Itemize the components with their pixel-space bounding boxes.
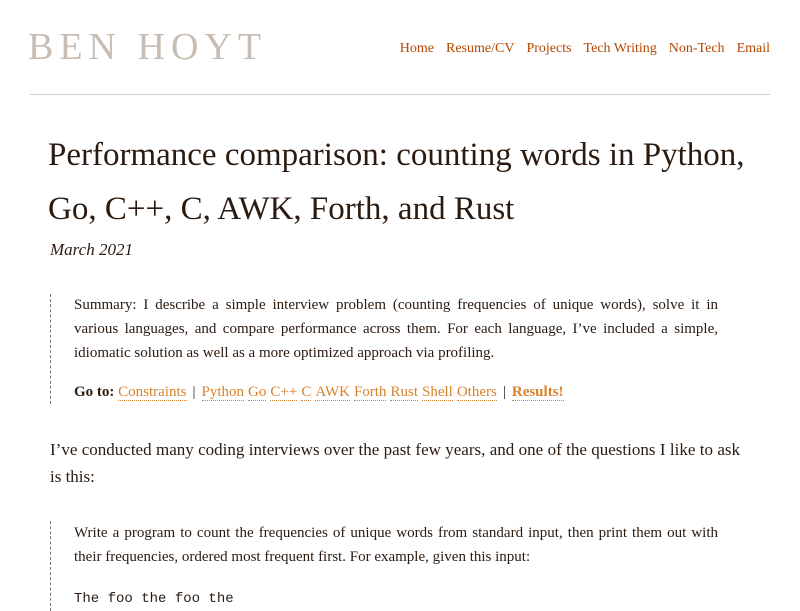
nav-tech-writing[interactable]: Tech Writing <box>583 41 657 56</box>
main-nav: Home Resume/CV Projects Tech Writing Non… <box>400 40 770 58</box>
question-blockquote: Write a program to count the frequencies… <box>50 521 718 611</box>
nav-non-tech[interactable]: Non-Tech <box>668 41 725 56</box>
goto-shell-link[interactable]: Shell <box>422 384 453 401</box>
goto-links: Go to: Constraints | Python Go C++ C AWK Forth R… <box>74 380 568 404</box>
goto-rust-link[interactable]: Rust <box>390 384 418 401</box>
code-sample: The foo the foo the <box>74 591 234 607</box>
goto-separator: | <box>192 384 196 400</box>
summary-text: Summary: I describe a simple interview p… <box>74 297 718 361</box>
nav-home[interactable]: Home <box>399 41 434 56</box>
goto-cpp-link[interactable]: C++ <box>270 384 298 401</box>
header-divider <box>30 94 770 95</box>
site-title[interactable]: BEN HOYT <box>28 26 268 68</box>
nav-email[interactable]: Email <box>736 41 770 56</box>
goto-label: Go to: <box>74 384 115 400</box>
nav-resume[interactable]: Resume/CV <box>445 41 515 56</box>
goto-constraints-link[interactable]: Constraints <box>118 384 187 401</box>
goto-go-link[interactable]: Go <box>248 384 267 401</box>
goto-results-link[interactable]: Results! <box>511 384 564 401</box>
goto-others-link[interactable]: Others <box>456 384 497 401</box>
article-date: March 2021 <box>50 240 133 259</box>
summary-blockquote: Summary: I describe a simple interview p… <box>50 294 718 404</box>
goto-python-link[interactable]: Python <box>201 384 245 401</box>
article-title: Performance comparison: counting words i… <box>48 137 745 227</box>
question-text: Write a program to count the frequencies… <box>74 525 718 565</box>
goto-separator: | <box>502 384 506 400</box>
intro-paragraph: I’ve conducted many coding interviews ov… <box>50 440 740 486</box>
nav-projects[interactable]: Projects <box>526 41 572 56</box>
goto-awk-link[interactable]: AWK <box>315 384 350 401</box>
goto-forth-link[interactable]: Forth <box>353 384 387 401</box>
goto-c-link[interactable]: C <box>301 384 312 401</box>
